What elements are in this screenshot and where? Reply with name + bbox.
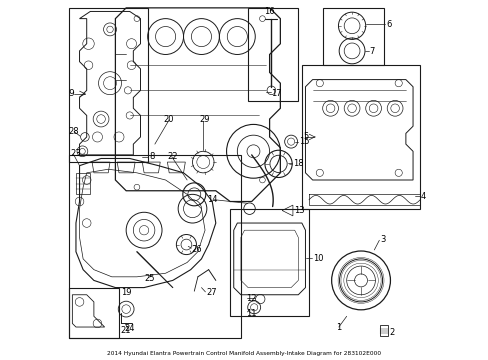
Text: 8: 8 (149, 152, 155, 161)
Text: 2014 Hyundai Elantra Powertrain Control Manifold Assembly-Intake Diagram for 283: 2014 Hyundai Elantra Powertrain Control … (107, 351, 381, 356)
Text: 6: 6 (386, 19, 391, 28)
Text: 11: 11 (246, 309, 256, 318)
Text: 16: 16 (264, 7, 274, 16)
Bar (69, 288, 119, 338)
Text: 12: 12 (246, 294, 256, 303)
Text: 25: 25 (144, 274, 154, 283)
Text: 10: 10 (312, 255, 323, 264)
Bar (301, 65, 419, 209)
Text: 18: 18 (292, 159, 303, 168)
Bar (69, 8, 147, 162)
Text: 21: 21 (121, 326, 131, 335)
Text: 4: 4 (419, 192, 425, 201)
Bar (323, 8, 384, 65)
Text: 9: 9 (69, 89, 74, 98)
Text: 20: 20 (163, 114, 174, 123)
Bar (230, 209, 308, 316)
Text: 5: 5 (303, 132, 308, 141)
Text: 14: 14 (206, 195, 217, 204)
Bar (69, 155, 241, 338)
Text: 3: 3 (379, 235, 385, 244)
Text: 2: 2 (389, 328, 394, 337)
Text: 28: 28 (69, 127, 79, 136)
Text: 19: 19 (121, 288, 131, 297)
Text: 23: 23 (70, 149, 81, 158)
Text: 13: 13 (293, 206, 304, 215)
Text: 1: 1 (335, 323, 341, 332)
Text: 17: 17 (271, 89, 282, 98)
Text: 24: 24 (124, 324, 135, 333)
Text: 29: 29 (199, 114, 210, 123)
Text: 15: 15 (298, 137, 309, 146)
Text: 27: 27 (206, 288, 216, 297)
Bar (247, 8, 298, 101)
Text: 26: 26 (191, 246, 202, 255)
Bar (76, 173, 90, 194)
Text: 22: 22 (167, 152, 178, 161)
Text: 7: 7 (368, 47, 374, 56)
